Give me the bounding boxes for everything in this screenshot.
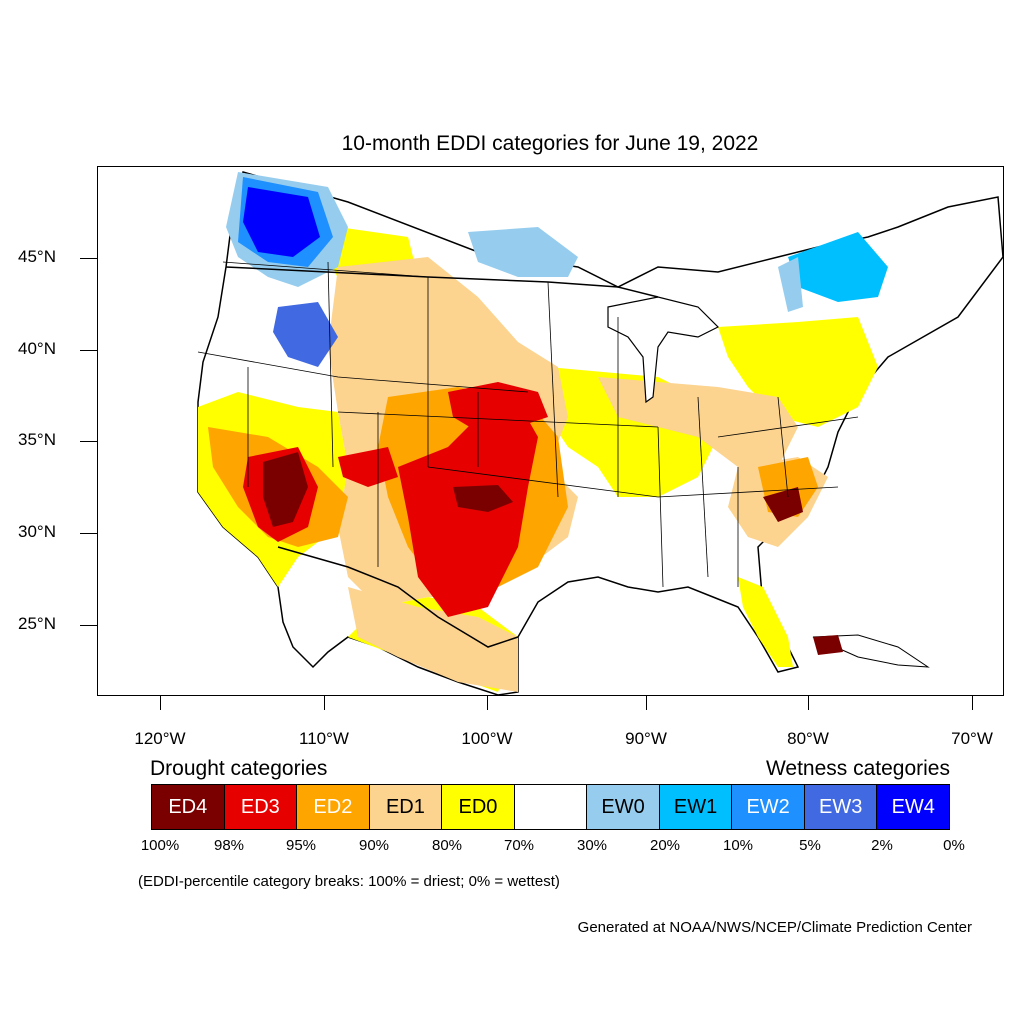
- map-frame: [97, 166, 1004, 696]
- lon-tick-100w: [487, 696, 488, 710]
- lon-tick-90w: [646, 696, 647, 710]
- great-lakes: [607, 296, 720, 404]
- lat-label-40: 40°N: [18, 339, 56, 358]
- lat-tick-45: [80, 258, 97, 259]
- legend-cell-ew0: EW0: [587, 785, 660, 829]
- break-label-20: 20%: [649, 837, 681, 854]
- ed0-region-east: [718, 317, 878, 427]
- lat-tick-25: [80, 625, 97, 626]
- ew1-region-northeast: [788, 232, 888, 302]
- legend-cell-ew4: EW4: [877, 785, 950, 829]
- break-label-5: 5%: [799, 837, 821, 854]
- break-label-70: 70%: [503, 837, 535, 854]
- legend-cell-ew3: EW3: [804, 785, 878, 829]
- ew0-region-northeast: [778, 257, 803, 312]
- map-title: 10-month EDDI categories for June 19, 20…: [341, 132, 759, 155]
- break-label-95: 95%: [285, 837, 317, 854]
- break-label-80: 80%: [431, 837, 463, 854]
- break-label-98: 98%: [213, 837, 245, 854]
- ed3-region-great-plains: [448, 382, 548, 432]
- ed3-region-texas: [398, 402, 538, 617]
- ew0-region-upper-midwest: [468, 227, 578, 277]
- lon-label-100w: 100°W: [461, 729, 513, 748]
- legend-cell-ew1: EW1: [659, 785, 733, 829]
- legend-cell-ed2: ED2: [297, 785, 370, 829]
- lon-tick-70w: [972, 696, 973, 710]
- legend-cell-ed0: ED0: [442, 785, 515, 829]
- legend-cell-ed4: ED4: [152, 785, 225, 829]
- cuba-island: [812, 634, 930, 668]
- drought-categories-heading: Drought categories: [150, 757, 328, 780]
- ew4-region-pacific-northwest: [243, 187, 320, 257]
- legend-label-ew2: EW2: [746, 795, 790, 818]
- lat-label-45: 45°N: [18, 247, 56, 266]
- legend-label-ed3: ED3: [240, 795, 280, 818]
- legend-cell-ed1: ED1: [369, 785, 443, 829]
- ed4-region-arizona: [263, 452, 308, 527]
- lat-tick-35: [80, 441, 97, 442]
- legend-label-ew4: EW4: [891, 795, 935, 818]
- legend-label-ew3: EW3: [819, 795, 863, 818]
- legend-label-ed4: ED4: [168, 795, 208, 818]
- lon-label-90w: 90°W: [625, 729, 667, 748]
- ed3-region-nm: [338, 447, 398, 487]
- ed4-region-south-carolina: [763, 487, 803, 522]
- legend-label-ew0: EW0: [601, 795, 645, 818]
- lat-label-25: 25°N: [18, 614, 56, 633]
- bahamas-dry-patch: [813, 635, 843, 655]
- lon-label-110w: 110°W: [299, 729, 349, 748]
- lon-tick-80w: [808, 696, 809, 710]
- lat-tick-40: [80, 350, 97, 351]
- legend-label-ed0: ED0: [458, 795, 498, 818]
- lat-tick-30: [80, 533, 97, 534]
- lon-label-70w: 70°W: [951, 729, 993, 748]
- wetness-categories-heading: Wetness categories: [765, 757, 950, 780]
- break-label-30: 30%: [576, 837, 608, 854]
- ed1-region-mexico: [348, 587, 518, 692]
- lat-label-30: 30°N: [18, 522, 56, 541]
- credit-line: Generated at NOAA/NWS/NCEP/Climate Predi…: [577, 919, 972, 936]
- break-label-100: 100%: [140, 837, 180, 854]
- legend-label-ed2: ED2: [313, 795, 353, 818]
- category-breaks-footnote: (EDDI-percentile category breaks: 100% =…: [138, 873, 560, 890]
- break-label-0: 0%: [943, 837, 965, 854]
- lon-label-120w: 120°W: [134, 729, 186, 748]
- lat-label-35: 35°N: [18, 430, 56, 449]
- lon-tick-110w: [324, 696, 325, 710]
- lon-label-80w: 80°W: [787, 729, 829, 748]
- break-label-90: 90%: [358, 837, 390, 854]
- ed0-region-florida: [738, 577, 793, 667]
- legend-cell-ew2: EW2: [732, 785, 805, 829]
- break-label-2: 2%: [871, 837, 893, 854]
- ed4-region-oklahoma: [453, 485, 513, 512]
- country-boundaries: [225, 266, 659, 648]
- break-label-10: 10%: [722, 837, 754, 854]
- ew-region-idaho: [273, 302, 338, 367]
- legend-cell-ed3: ED3: [224, 785, 298, 829]
- legend-cell-neutral: [514, 785, 588, 829]
- eddi-map: [197, 171, 1003, 695]
- legend-color-bar: ED4 ED3 ED2 ED1 ED0 EW0 EW1 EW2 EW3 EW4: [151, 784, 950, 830]
- legend-label-ew1: EW1: [673, 795, 718, 818]
- legend-label-ed1: ED1: [385, 795, 425, 818]
- lon-tick-120w: [160, 696, 161, 710]
